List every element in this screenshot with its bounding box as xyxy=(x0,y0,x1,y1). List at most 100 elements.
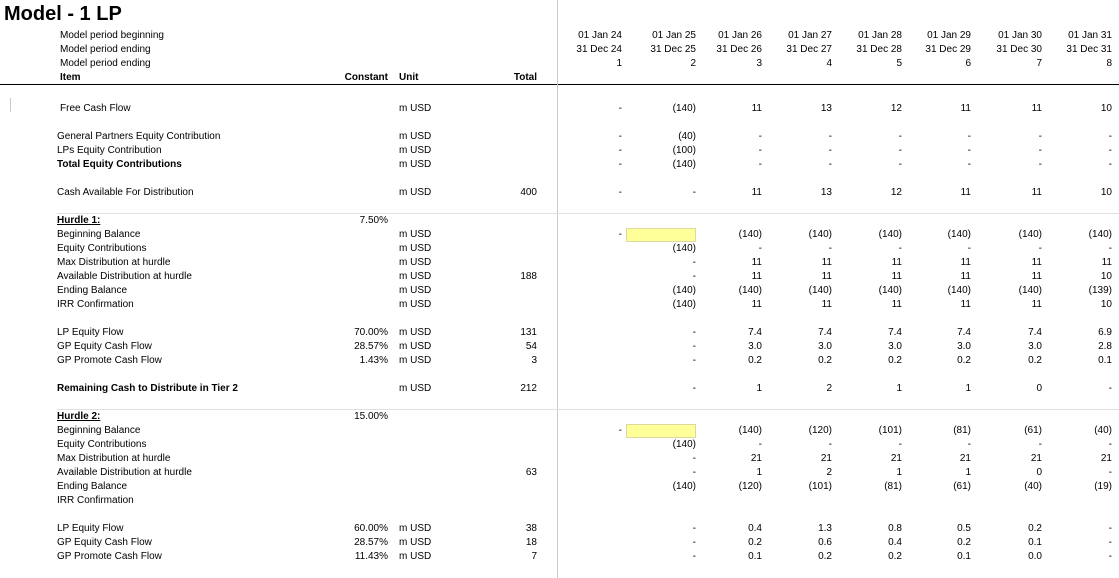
row-constant xyxy=(318,481,388,493)
row-period-value xyxy=(838,215,902,227)
row-period-value: - xyxy=(758,159,762,170)
column-divider xyxy=(557,0,558,578)
row-period-value: (40) xyxy=(1024,481,1042,492)
row-period-value xyxy=(558,285,622,297)
row-period-value: 11 xyxy=(891,257,902,268)
row-period-value: - xyxy=(1038,159,1042,170)
row-period-value xyxy=(558,411,622,423)
row-period-value: 6.9 xyxy=(1098,327,1112,338)
row-period-value: 0.2 xyxy=(748,537,762,548)
row-period-value xyxy=(558,551,622,563)
row-period-value xyxy=(632,229,696,241)
row-period-value: (140) xyxy=(672,243,696,254)
row-period-value: - xyxy=(967,243,971,254)
row-period-value: 0.0 xyxy=(1028,551,1042,562)
row-period-value: - xyxy=(758,243,762,254)
row-period-value: - xyxy=(618,103,622,114)
row-period-value: 2 xyxy=(826,383,832,394)
row-period-value: 0.4 xyxy=(888,537,902,548)
row-period-value xyxy=(838,411,902,423)
row-period-value: 7.4 xyxy=(748,327,762,338)
row-total xyxy=(477,285,537,297)
row-constant xyxy=(318,495,388,507)
row-period-value: - xyxy=(1038,439,1042,450)
row-period-value: (120) xyxy=(808,425,832,436)
row-period-value xyxy=(558,467,622,479)
row-period-value: 13 xyxy=(820,103,832,114)
row-period-value: 3.0 xyxy=(748,341,762,352)
row-period-value: 0.6 xyxy=(818,537,832,548)
row-label: LPs Equity Contribution xyxy=(57,145,162,156)
row-period-value: (140) xyxy=(947,229,971,240)
row-period-value: (61) xyxy=(953,481,971,492)
row-period-value: (140) xyxy=(672,103,696,114)
row-unit: m USD xyxy=(399,299,432,310)
row-unit: m USD xyxy=(399,537,432,548)
row-unit: m USD xyxy=(399,257,432,268)
row-label: General Partners Equity Contribution xyxy=(57,131,221,142)
row-constant xyxy=(318,467,388,479)
row-period-value: 1 xyxy=(965,467,971,478)
row-period-value: - xyxy=(618,229,622,240)
period-begin-date: 01 Jan 27 xyxy=(788,30,832,41)
period-end-date: 31 Dec 27 xyxy=(786,44,832,55)
period-number: 3 xyxy=(756,58,762,69)
row-constant xyxy=(318,299,388,311)
row-total xyxy=(477,257,537,269)
row-period-value: 0.1 xyxy=(1098,355,1112,366)
input-cell-highlight[interactable] xyxy=(626,228,696,242)
row-period-value: 0.2 xyxy=(957,355,971,366)
row-constant xyxy=(318,187,388,199)
row-period-value: 1 xyxy=(756,467,762,478)
row-constant: 1.43% xyxy=(359,355,388,366)
row-period-value xyxy=(558,383,622,395)
row-total xyxy=(477,299,537,311)
row-period-value: 12 xyxy=(890,103,902,114)
row-total xyxy=(477,145,537,157)
row-label: GP Promote Cash Flow xyxy=(57,355,162,366)
row-period-value: - xyxy=(758,145,762,156)
row-period-value: 11 xyxy=(821,299,832,310)
row-total: 38 xyxy=(525,523,537,534)
row-label: IRR Confirmation xyxy=(57,299,134,310)
row-period-value xyxy=(558,299,622,311)
input-cell-highlight[interactable] xyxy=(626,424,696,438)
row-period-value: - xyxy=(618,145,622,156)
row-period-value: 0 xyxy=(1036,467,1042,478)
row-total xyxy=(477,103,537,115)
item-column-header: Item xyxy=(60,72,81,83)
row-period-value: - xyxy=(692,187,696,198)
row-total xyxy=(477,243,537,255)
row-total xyxy=(477,425,537,437)
row-unit: m USD xyxy=(399,243,432,254)
row-period-value: - xyxy=(967,131,971,142)
row-total: 212 xyxy=(520,383,537,394)
row-period-value: 11 xyxy=(960,257,971,268)
row-period-value xyxy=(558,481,622,493)
row-period-value xyxy=(632,425,696,437)
row-total: 3 xyxy=(531,355,537,366)
row-total: 63 xyxy=(525,467,537,478)
row-period-value: (140) xyxy=(1088,229,1112,240)
row-period-value: 11 xyxy=(1031,271,1042,282)
row-period-value: - xyxy=(828,439,832,450)
row-unit: m USD xyxy=(399,103,432,114)
period-number: 8 xyxy=(1106,58,1112,69)
row-period-value: - xyxy=(1108,159,1112,170)
period-number: 7 xyxy=(1036,58,1042,69)
row-constant: 7.50% xyxy=(359,215,388,226)
row-label: Hurdle 2: xyxy=(57,411,101,422)
row-period-value: 0.2 xyxy=(818,355,832,366)
row-unit: m USD xyxy=(399,285,432,296)
row-period-value: - xyxy=(692,327,696,338)
row-period-value: - xyxy=(758,131,762,142)
row-period-value: - xyxy=(692,383,696,394)
period-begin-date: 01 Jan 25 xyxy=(652,30,696,41)
row-period-value: - xyxy=(618,425,622,436)
row-period-value: 3.0 xyxy=(957,341,971,352)
row-period-value xyxy=(978,495,1042,507)
row-period-value: 21 xyxy=(820,453,832,464)
row-period-value: (61) xyxy=(1024,425,1042,436)
row-total: 400 xyxy=(520,187,537,198)
period-end-date: 31 Dec 25 xyxy=(650,44,696,55)
